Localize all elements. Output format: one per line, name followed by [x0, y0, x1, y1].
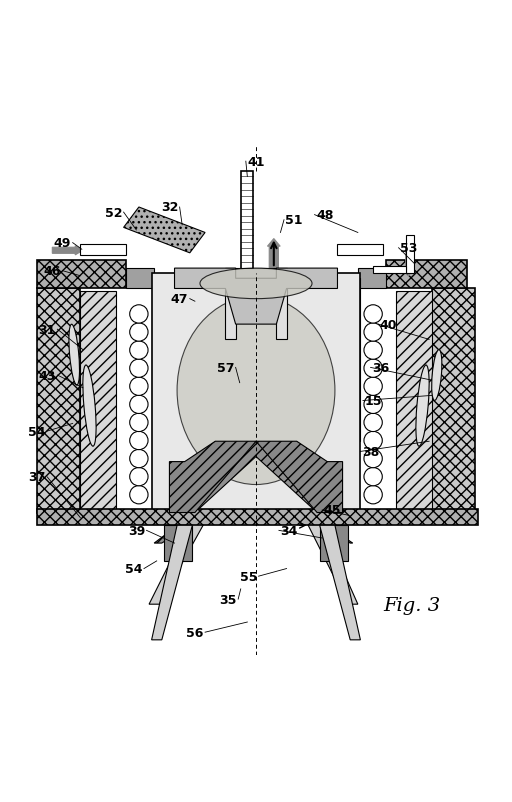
Bar [337, 245, 383, 256]
Text: 45: 45 [324, 504, 341, 516]
Ellipse shape [416, 366, 429, 447]
Bar [432, 289, 475, 513]
Text: 48: 48 [316, 209, 333, 222]
Bar [225, 269, 236, 340]
Text: 54: 54 [125, 562, 142, 575]
FancyArrow shape [404, 249, 413, 277]
Text: 40: 40 [379, 318, 397, 331]
Circle shape [364, 395, 382, 414]
Text: 53: 53 [400, 242, 417, 255]
Polygon shape [180, 442, 332, 513]
Bar [276, 269, 287, 340]
Text: 57: 57 [217, 362, 234, 375]
Bar [406, 236, 414, 273]
Polygon shape [152, 525, 193, 640]
Ellipse shape [69, 325, 79, 386]
Circle shape [364, 414, 382, 432]
Bar [241, 172, 253, 273]
Text: 38: 38 [362, 445, 379, 459]
Text: 56: 56 [186, 626, 204, 639]
Circle shape [130, 450, 148, 468]
Bar [358, 269, 386, 289]
Bar [152, 279, 164, 442]
Text: 31: 31 [38, 323, 56, 336]
Circle shape [364, 359, 382, 378]
FancyArrow shape [52, 246, 83, 256]
Circle shape [130, 468, 148, 486]
Circle shape [130, 323, 148, 342]
Bar [348, 279, 360, 442]
Text: 47: 47 [171, 293, 188, 306]
Text: 35: 35 [219, 593, 237, 606]
Text: 49: 49 [54, 237, 71, 250]
Text: 41: 41 [247, 156, 265, 168]
Ellipse shape [200, 269, 312, 299]
Polygon shape [302, 513, 358, 605]
Bar [152, 273, 360, 513]
Text: 55: 55 [240, 570, 257, 583]
Ellipse shape [83, 366, 96, 447]
Circle shape [364, 378, 382, 396]
Circle shape [130, 395, 148, 414]
Bar [37, 261, 126, 289]
Bar [37, 289, 80, 513]
Bar [225, 269, 287, 279]
Text: 34: 34 [281, 525, 298, 537]
Ellipse shape [177, 297, 335, 485]
Circle shape [130, 431, 148, 450]
Text: 32: 32 [161, 201, 178, 214]
Circle shape [130, 486, 148, 504]
Polygon shape [256, 442, 343, 513]
Polygon shape [149, 513, 210, 605]
Bar [164, 525, 193, 561]
Text: 36: 36 [372, 362, 390, 375]
Text: 46: 46 [44, 265, 61, 277]
Polygon shape [154, 513, 210, 544]
Circle shape [130, 342, 148, 360]
Text: Fig. 3: Fig. 3 [383, 597, 440, 614]
Circle shape [364, 431, 382, 450]
Circle shape [130, 414, 148, 432]
Text: 51: 51 [286, 214, 303, 227]
Circle shape [364, 306, 382, 324]
Circle shape [130, 378, 148, 396]
Bar [80, 245, 126, 256]
Polygon shape [175, 269, 337, 325]
Polygon shape [300, 513, 353, 544]
Polygon shape [123, 208, 205, 253]
Bar [80, 292, 116, 510]
Polygon shape [319, 525, 360, 640]
Bar [386, 261, 467, 289]
Text: 43: 43 [38, 369, 56, 382]
Bar [319, 525, 348, 561]
Bar [373, 266, 406, 273]
Circle shape [130, 359, 148, 378]
Text: 54: 54 [28, 425, 46, 438]
Text: 37: 37 [28, 471, 46, 484]
Text: 15: 15 [365, 395, 382, 407]
FancyArrow shape [267, 239, 280, 269]
Circle shape [364, 486, 382, 504]
Circle shape [130, 306, 148, 324]
Circle shape [364, 450, 382, 468]
Bar [396, 292, 432, 510]
Circle shape [364, 323, 382, 342]
Circle shape [364, 468, 382, 486]
Text: 52: 52 [104, 206, 122, 219]
Text: 39: 39 [127, 525, 145, 537]
Polygon shape [169, 442, 256, 513]
Bar [126, 269, 154, 289]
Bar [37, 509, 478, 525]
Circle shape [364, 342, 382, 360]
Ellipse shape [432, 350, 442, 401]
